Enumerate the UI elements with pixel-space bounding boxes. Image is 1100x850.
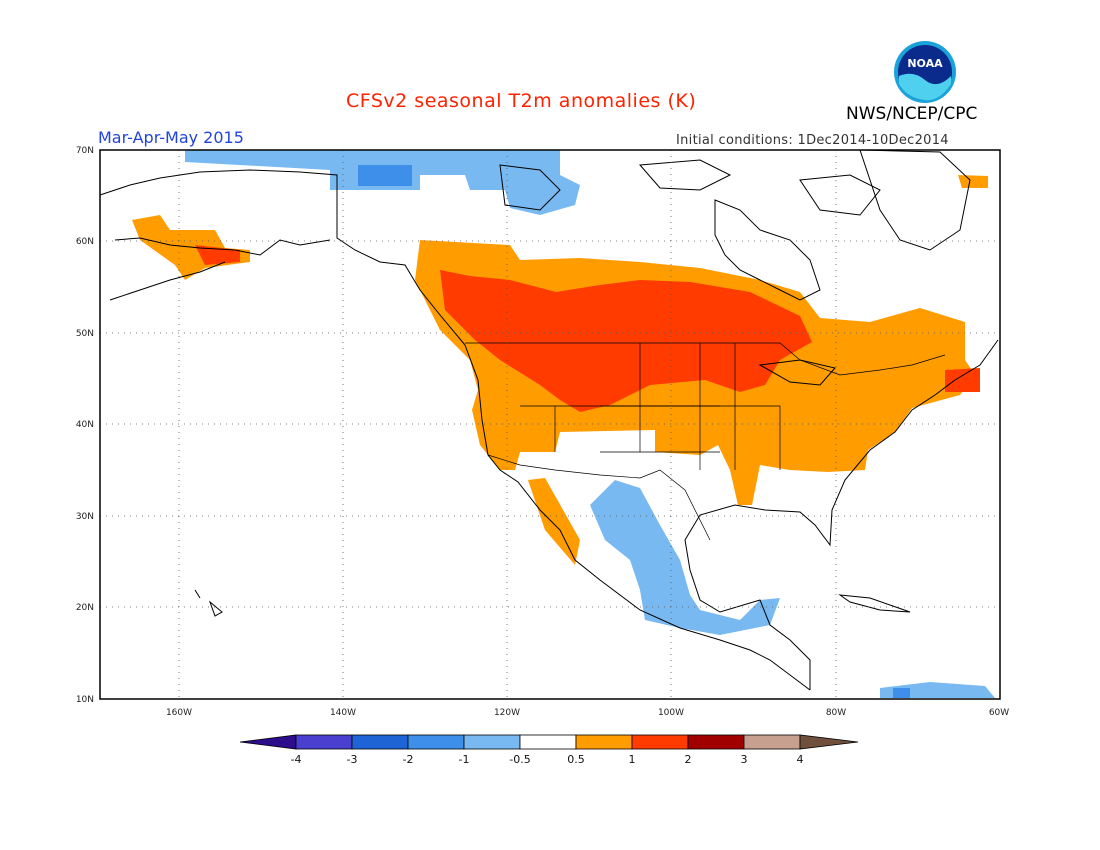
colorbar-swatch — [688, 735, 744, 749]
lat-label: 30N — [76, 512, 94, 522]
lon-label: 120W — [494, 708, 520, 718]
lon-label: 60W — [989, 708, 1009, 718]
arctic-cold-core — [358, 165, 412, 186]
lat-label: 40N — [76, 420, 94, 430]
lon-label: 80W — [826, 708, 846, 718]
colorbar-swatch — [576, 735, 632, 749]
lon-label: 160W — [166, 708, 192, 718]
baja-warm-patch — [528, 478, 580, 565]
colorbar-label: 1 — [629, 753, 636, 766]
lat-label: 70N — [76, 146, 94, 156]
lat-axis: 70N 60N 50N 40N 30N 20N 10N — [76, 146, 94, 705]
lon-label: 100W — [658, 708, 684, 718]
greenland-warm-patch — [958, 175, 988, 188]
colorbar-label: -2 — [403, 753, 414, 766]
caribbean-cold-core — [893, 688, 910, 698]
anomaly-map: 70N 60N 50N 40N 30N 20N 10N 160W 140W 12… — [0, 0, 1100, 850]
lat-label: 20N — [76, 603, 94, 613]
colorbar: -4 -3 -2 -1 -0.5 0.5 1 2 3 4 — [240, 735, 858, 766]
colorbar-label: 3 — [741, 753, 748, 766]
colorbar-label: 4 — [797, 753, 804, 766]
colorbar-swatch — [408, 735, 464, 749]
colorbar-swatch — [352, 735, 408, 749]
lon-axis: 160W 140W 120W 100W 80W 60W — [166, 708, 1009, 718]
northeast-hot-patch — [945, 368, 980, 392]
colorbar-label: -1 — [459, 753, 470, 766]
colorbar-low-arrow — [240, 735, 296, 749]
colorbar-label: -3 — [347, 753, 358, 766]
colorbar-label: -0.5 — [509, 753, 530, 766]
lon-label: 140W — [330, 708, 356, 718]
colorbar-label: -4 — [291, 753, 302, 766]
colorbar-label: 0.5 — [567, 753, 585, 766]
colorbar-swatch — [744, 735, 800, 749]
anomaly-regions — [132, 150, 995, 698]
colorbar-label: 2 — [685, 753, 692, 766]
lat-label: 60N — [76, 237, 94, 247]
colorbar-swatch — [296, 735, 352, 749]
lat-label: 50N — [76, 329, 94, 339]
colorbar-swatch — [520, 735, 576, 749]
lat-label: 10N — [76, 695, 94, 705]
colorbar-high-arrow — [800, 735, 858, 749]
colorbar-swatch — [464, 735, 520, 749]
colorbar-swatch — [632, 735, 688, 749]
